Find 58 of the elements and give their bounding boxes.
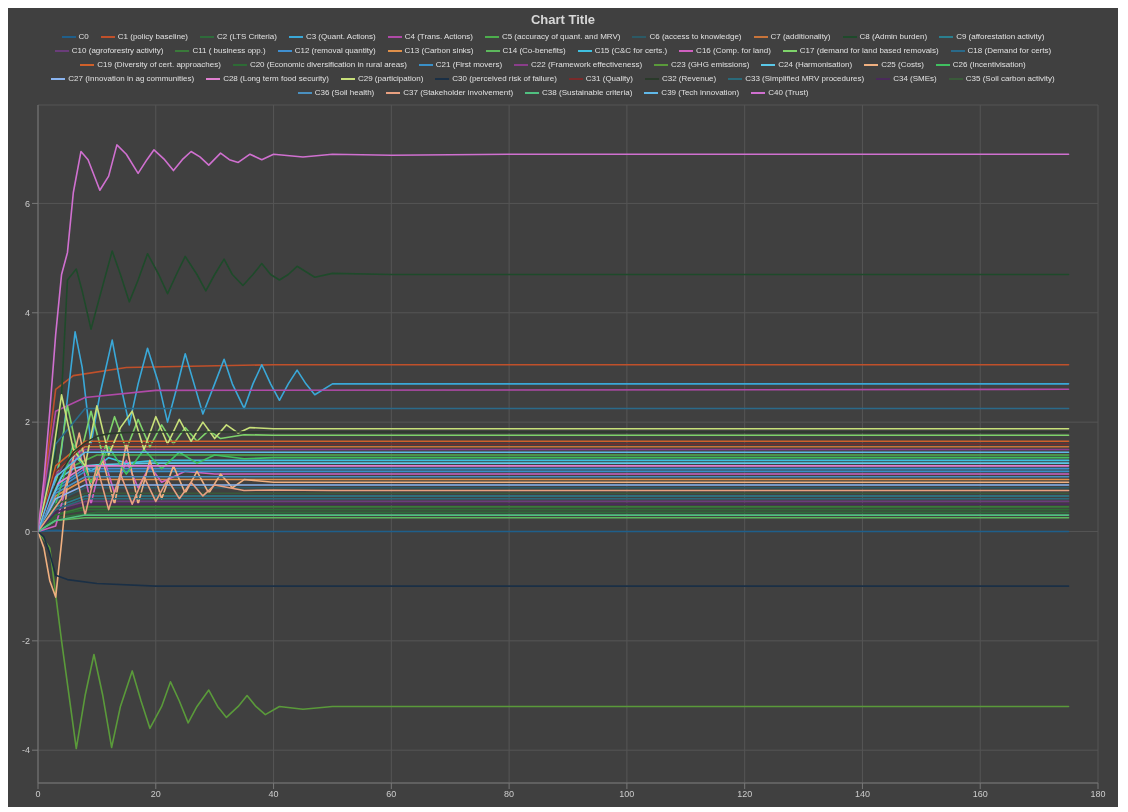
legend-label: C21 (First movers)	[435, 59, 503, 71]
legend-label: C17 (demand for land based removals)	[799, 45, 939, 57]
legend-label: C31 (Quality)	[585, 73, 633, 85]
legend-label: C11 ( business opp.)	[192, 45, 266, 57]
legend-label: C38 (Sustainable criteria)	[542, 87, 633, 99]
x-tick-label: 120	[737, 789, 753, 800]
x-tick-label: 40	[268, 789, 279, 800]
legend-label: C24 (Harmonisation)	[778, 59, 853, 71]
legend-label: C29 (participation)	[357, 73, 424, 85]
legend-label: C8 (Admin burden)	[859, 31, 928, 43]
legend-label: C23 (GHG emissions)	[671, 59, 750, 71]
x-tick-label: 160	[972, 789, 988, 800]
legend-label: C2 (LTS Criteria)	[217, 31, 277, 43]
legend-label: C19 (Diversity of cert. approaches)	[97, 59, 221, 71]
y-tick-label: 2	[24, 417, 30, 428]
chart-title: Chart Title	[529, 11, 597, 27]
legend-label: C25 (Costs)	[881, 59, 924, 71]
x-tick-label: 60	[386, 789, 397, 800]
legend-label: C37 (Stakeholder involvement)	[403, 87, 514, 99]
legend-label: C16 (Comp. for land)	[696, 45, 771, 57]
legend-label: C9 (afforestation activity)	[956, 31, 1045, 43]
x-tick-label: 80	[504, 789, 515, 800]
legend-label: C3 (Quant. Actions)	[305, 31, 376, 43]
legend-label: C34 (SMEs)	[893, 73, 937, 85]
legend-label: C40 (Trust)	[768, 87, 809, 99]
legend-label: C32 (Revenue)	[661, 73, 717, 85]
x-tick-label: 100	[619, 789, 635, 800]
y-tick-label: 6	[24, 198, 30, 209]
y-tick-label: 4	[24, 307, 30, 318]
legend-label: C7 (additionality)	[770, 31, 831, 43]
legend-label: C1 (policy baseline)	[117, 31, 189, 43]
legend-label: C13 (Carbon sinks)	[404, 45, 474, 57]
legend-label: C18 (Demand for certs)	[967, 45, 1052, 57]
legend-label: C6 (access to knowledge)	[649, 31, 742, 43]
legend-label: C22 (Framework effectiveness)	[531, 59, 643, 71]
legend-label: C5 (accuracy of quant. and MRV)	[501, 31, 621, 43]
legend-label: C26 (Incentivisation)	[952, 59, 1026, 71]
legend-label: C27 (Innovation in ag communities)	[68, 73, 195, 85]
x-tick-label: 140	[854, 789, 870, 800]
legend-label: C12 (removal quantity)	[294, 45, 376, 57]
y-tick-label: 0	[24, 526, 30, 537]
legend-label: C35 (Soil carbon activity)	[965, 73, 1055, 85]
legend-label: C10 (agroforestry activity)	[71, 45, 164, 57]
legend-label: C28 (Long term food security)	[223, 73, 329, 85]
legend-label: C14 (Co-benefits)	[502, 45, 566, 57]
x-tick-label: 180	[1090, 789, 1106, 800]
legend-label: C4 (Trans. Actions)	[404, 31, 473, 43]
legend-label: C36 (Soil health)	[314, 87, 375, 99]
x-tick-label: 20	[150, 789, 161, 800]
legend-label: C30 (perceived risk of failure)	[452, 73, 557, 85]
y-tick-label: -2	[21, 636, 30, 647]
legend-label: C39 (Tech innovation)	[661, 87, 740, 99]
legend-label: C33 (Simplified MRV procedures)	[745, 73, 865, 85]
x-tick-label: 0	[35, 789, 41, 800]
y-tick-label: -4	[21, 745, 30, 756]
legend-label: C0	[78, 31, 89, 43]
legend-label: C15 (C&C for certs.)	[594, 45, 668, 57]
legend-label: C20 (Economic diversification in rural areas)	[249, 59, 407, 71]
